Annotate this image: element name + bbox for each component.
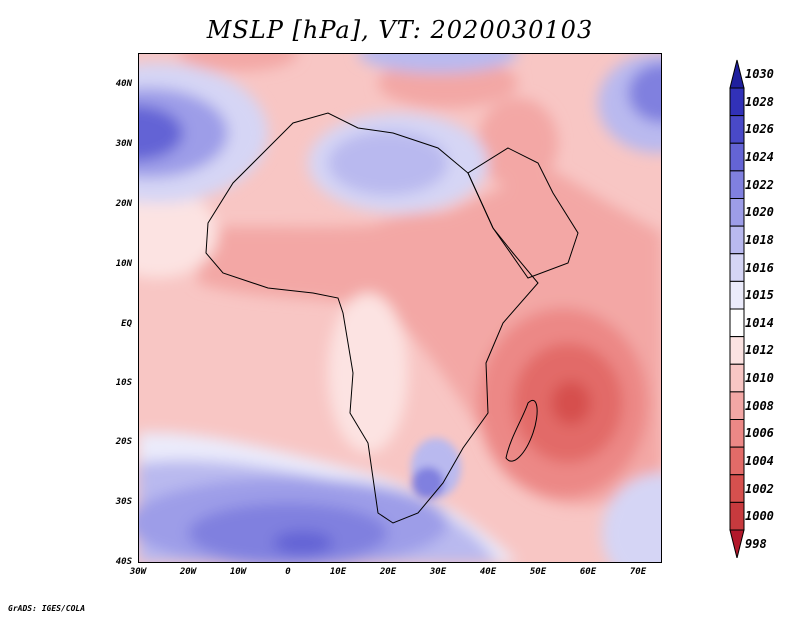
credit-text: GrADS: IGES/COLA — [8, 604, 86, 613]
colorbar-label: 1006 — [745, 426, 774, 441]
lat-label: 10N — [115, 259, 132, 269]
lon-label: 10E — [329, 567, 347, 577]
colorbar-swatch — [729, 336, 745, 365]
colorbar-label: 998 — [745, 536, 767, 551]
colorbar-label: 1018 — [745, 232, 774, 247]
colorbar-label: 1000 — [745, 509, 774, 524]
colorbar-swatch — [729, 142, 745, 172]
colorbar-label: 1016 — [745, 260, 774, 275]
colorbar-swatch — [729, 280, 745, 310]
map-title: MSLP [hPa], VT: 2020030103 — [206, 16, 594, 44]
lon-label: 0 — [285, 567, 291, 577]
colorbar — [729, 59, 745, 558]
colorbar-swatch — [729, 115, 745, 144]
lat-label: 30N — [115, 139, 132, 149]
map-frame — [138, 53, 662, 563]
colorbar-label: 1014 — [745, 315, 774, 330]
lat-label: 40N — [115, 79, 132, 89]
lon-label: 20W — [179, 567, 197, 577]
colorbar-label: 1022 — [745, 177, 774, 192]
colorbar-label: 1012 — [745, 343, 774, 358]
colorbar-label: 1020 — [745, 205, 774, 220]
lon-label: 60E — [579, 567, 597, 577]
colorbar-label: 1004 — [745, 453, 774, 468]
colorbar-label: 1028 — [745, 94, 774, 109]
lon-label: 40E — [479, 567, 497, 577]
colorbar-swatch — [729, 308, 745, 338]
colorbar-arrow-top — [729, 59, 745, 89]
lon-label: 50E — [529, 567, 547, 577]
colorbar-swatch — [729, 253, 745, 282]
pressure-map — [138, 53, 662, 563]
colorbar-label: 1008 — [745, 398, 774, 413]
colorbar-swatch — [729, 391, 745, 420]
colorbar-label: 1026 — [745, 122, 774, 137]
colorbar-label: 1002 — [745, 481, 774, 496]
lat-label: 20N — [115, 199, 132, 209]
colorbar-swatch — [729, 446, 745, 476]
colorbar-swatch — [729, 225, 745, 255]
colorbar-swatch — [729, 170, 745, 199]
colorbar-label: 1030 — [745, 67, 774, 82]
lat-label: EQ — [121, 319, 132, 329]
colorbar-label: 1024 — [745, 150, 774, 165]
lat-label: 30S — [115, 497, 132, 507]
lon-label: 70E — [629, 567, 647, 577]
colorbar-swatch — [729, 198, 745, 227]
lon-label: 10W — [229, 567, 247, 577]
lon-label: 30E — [429, 567, 447, 577]
colorbar-swatch — [729, 501, 745, 531]
colorbar-label: 1010 — [745, 371, 774, 386]
colorbar-swatch — [729, 87, 745, 117]
lat-label: 20S — [115, 437, 132, 447]
lat-label: 10S — [115, 378, 132, 388]
colorbar-swatch — [729, 419, 745, 448]
colorbar-arrow-bottom — [729, 529, 745, 558]
colorbar-swatch — [729, 363, 745, 393]
coastlines — [205, 112, 579, 524]
lon-label: 20E — [379, 567, 397, 577]
colorbar-label: 1015 — [745, 288, 774, 303]
colorbar-swatch — [729, 474, 745, 503]
lon-label: 30W — [129, 567, 147, 577]
pressure-field-svg — [138, 53, 662, 563]
lat-label: 40S — [115, 557, 132, 567]
